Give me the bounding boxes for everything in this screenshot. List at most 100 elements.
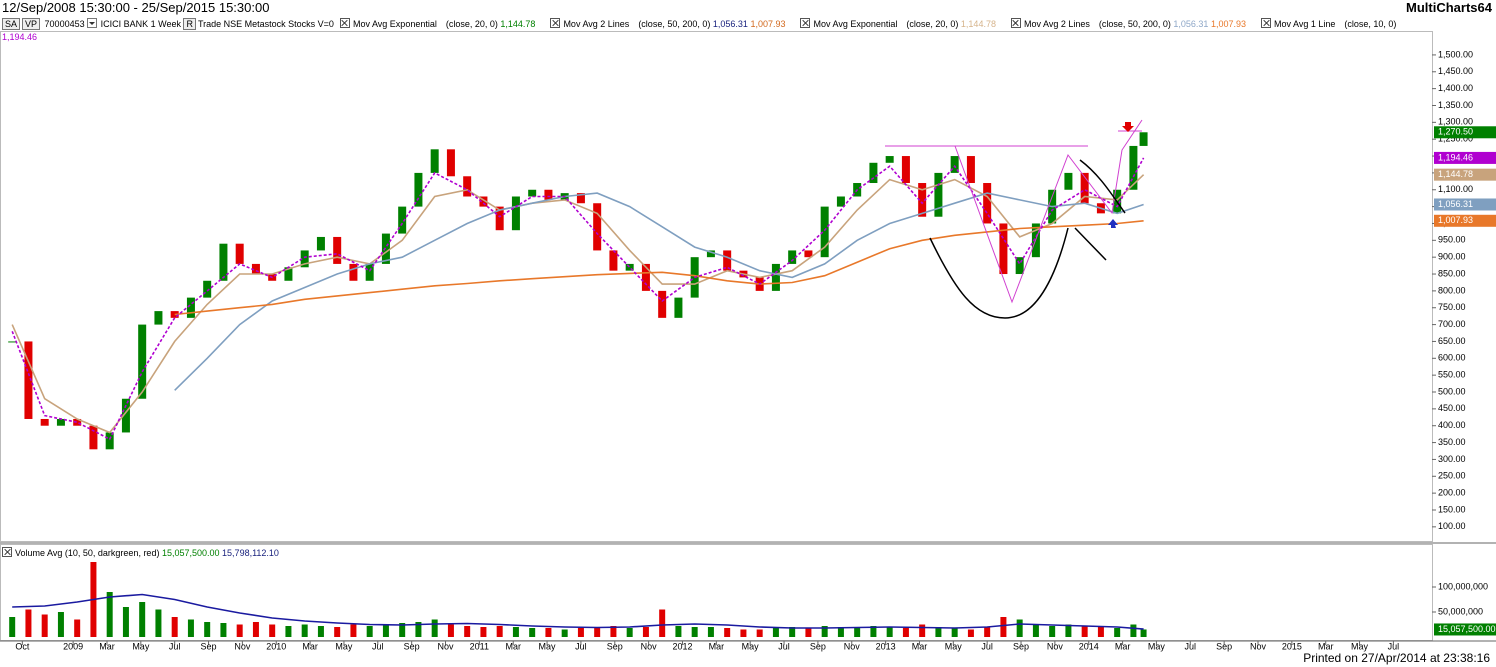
- x-tick-label: Jul: [778, 641, 790, 651]
- volume-bar: [821, 626, 828, 637]
- study-name: Volume Avg: [15, 548, 63, 558]
- remove-study[interactable]: [2, 547, 12, 557]
- x-tick-label: Mar: [709, 641, 725, 651]
- volume-average: [12, 593, 1144, 630]
- volume-bar: [399, 623, 406, 637]
- candle: [901, 156, 910, 184]
- candle: [251, 263, 260, 275]
- candle: [674, 297, 683, 318]
- remove-study[interactable]: [1261, 18, 1272, 28]
- y-tick-label: 1,100.00: [1438, 184, 1473, 194]
- candle: [836, 196, 845, 207]
- legend-item: Mov Avg 2 Lines (close, 50, 200, 0) 1,05…: [1005, 18, 1247, 29]
- volume-bar: [1065, 624, 1072, 637]
- study-legend: SA VP 70000453 ICICI BANK 1 Week R Trade NS…: [2, 18, 1427, 44]
- date-range: 12/Sep/2008 15:30:00 - 25/Sep/2015 15:30…: [2, 0, 270, 15]
- x-tick-label: May: [945, 641, 963, 651]
- account-id: 70000453: [44, 19, 85, 29]
- study-value: 1,056.31: [712, 19, 748, 29]
- remove-study[interactable]: [1010, 18, 1021, 28]
- remove-study[interactable]: [550, 18, 561, 28]
- x-tick-label: Mar: [99, 641, 115, 651]
- x-tick-label: 2012: [672, 641, 692, 651]
- volume-bar: [935, 627, 942, 637]
- study-params: (close, 50, 200, 0): [638, 19, 711, 29]
- volume-bar: [772, 628, 779, 637]
- x-tick-label: 2011: [470, 641, 489, 651]
- volume-bar: [496, 626, 503, 637]
- dropdown[interactable]: [86, 18, 97, 28]
- drawings: [885, 119, 1143, 319]
- candle: [1080, 172, 1089, 204]
- remove-study[interactable]: [339, 18, 350, 28]
- candle: [641, 263, 650, 291]
- header: 12/Sep/2008 15:30:00 - 25/Sep/2015 15:30…: [0, 0, 1496, 16]
- value-tag-label: 1,194.46: [1438, 152, 1473, 162]
- y-tick-label: 900.00: [1438, 252, 1466, 262]
- study-params: (close, 20, 0): [445, 19, 498, 29]
- y-tick-label: 200.00: [1438, 488, 1466, 498]
- candle: [1064, 172, 1073, 190]
- volume-bar: [724, 628, 731, 637]
- candle: [999, 223, 1008, 275]
- volume-bar: [675, 626, 682, 637]
- volume-legend: Volume Avg (10, 50, darkgreen, red) 15,0…: [2, 547, 1427, 560]
- volume-bar: [951, 628, 958, 637]
- value-tag: [1434, 126, 1496, 139]
- volume-bar: [691, 627, 698, 637]
- volume-bar: [529, 628, 536, 637]
- legend-item: Mov Avg Exponential (close, 20, 0) 1,144…: [334, 18, 535, 29]
- study-value: 1,194.46: [2, 32, 38, 42]
- volume-bar: [366, 626, 373, 637]
- x-tick-label: May: [1351, 641, 1369, 651]
- study-name: Mov Avg Exponential: [352, 19, 437, 29]
- y-tick-label: 1,350.00: [1438, 100, 1473, 110]
- study-value: 1,007.93: [1210, 19, 1247, 29]
- candle: [89, 425, 98, 450]
- volume-bar: [1032, 624, 1039, 637]
- x-tick-label: Nov: [234, 641, 251, 651]
- candle: [154, 311, 163, 325]
- candle: [479, 196, 488, 207]
- value-tag: [1434, 168, 1496, 181]
- study-name: Mov Avg 2 Lines: [563, 19, 630, 29]
- volume-y-tick-label: 50,000,000: [1438, 606, 1483, 616]
- x-tick-label: Jul: [1388, 641, 1400, 651]
- y-tick-label: 1,300.00: [1438, 117, 1473, 127]
- candle: [56, 418, 65, 426]
- candle: [463, 176, 472, 197]
- y-tick-label: 1,500.00: [1438, 49, 1473, 59]
- volume-bar: [204, 622, 211, 637]
- x-tick-label: Jul: [372, 641, 384, 651]
- volume-bar: [756, 629, 763, 637]
- volume-bar: [57, 612, 64, 637]
- candle: [300, 250, 309, 268]
- r-button[interactable]: R: [183, 18, 196, 30]
- handle-curve: [1079, 159, 1126, 214]
- study-params: (close, 50, 200, 0): [1098, 19, 1171, 29]
- volume-bar: [1140, 629, 1147, 637]
- candle: [349, 263, 358, 281]
- remove-study[interactable]: [800, 18, 811, 28]
- vp-button[interactable]: VP: [22, 18, 41, 30]
- study-name: Mov Avg 2 Lines: [1023, 19, 1090, 29]
- candle: [609, 250, 618, 271]
- volume-bar: [837, 627, 844, 637]
- moving-average: [11, 157, 1145, 441]
- y-tick-label: 150.00: [1438, 504, 1466, 514]
- value-tag-label: 15,057,500.00: [1438, 624, 1496, 634]
- sell-arrow: [1122, 122, 1134, 132]
- y-tick-label: 100.00: [1438, 521, 1466, 531]
- volume-bar: [415, 622, 422, 637]
- volume-bar: [870, 626, 877, 637]
- candle: [381, 233, 390, 264]
- x-tick-label: Mar: [912, 641, 928, 651]
- volume-bar: [902, 628, 909, 637]
- candle: [365, 263, 374, 281]
- price-pane: [0, 31, 1433, 542]
- volume-bar: [577, 628, 584, 637]
- study-value: 15,057,500.00: [161, 548, 220, 558]
- sa-button[interactable]: SA: [2, 18, 21, 30]
- volume-bar: [74, 619, 81, 637]
- y-tick-label: 600.00: [1438, 353, 1466, 363]
